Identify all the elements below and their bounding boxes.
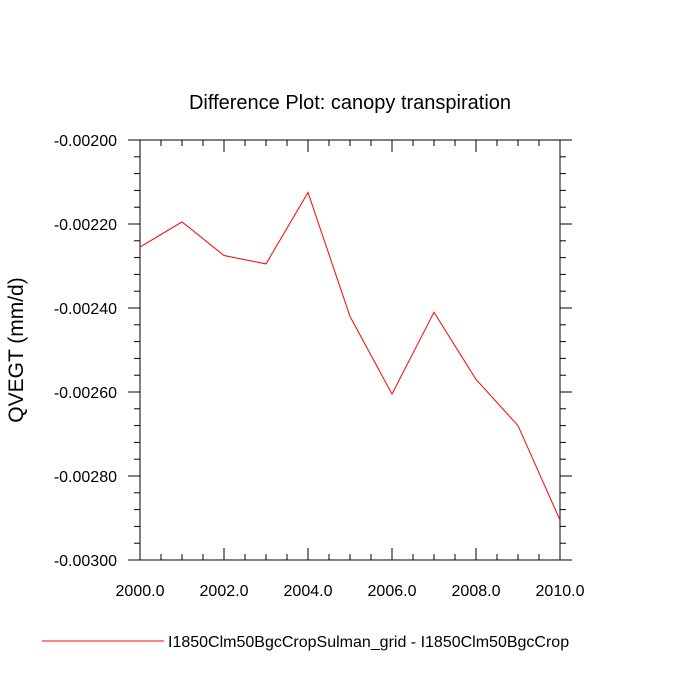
series-group: [139, 191, 561, 521]
x-tick-label: 2006.0: [368, 583, 417, 600]
x-tick-label: 2004.0: [284, 583, 333, 600]
y-tick-label: -0.00260: [54, 385, 117, 402]
chart-title: Difference Plot: canopy transpiration: [189, 92, 511, 114]
axis-tick-labels: 2000.0 2002.0 2004.0 2006.0 2008.0 2010.0 -0.0…: [54, 133, 585, 600]
y-tick-label: -0.00200: [54, 133, 117, 150]
legend-label: I1850Clm50BgcCropSulman_grid - I1850Clm5…: [168, 634, 569, 651]
y-tick-label: -0.00220: [54, 217, 117, 234]
y-axis-label: QVEGT (mm/d): [5, 277, 28, 422]
y-tick-label: -0.00240: [54, 301, 117, 318]
y-tick-label: -0.00300: [54, 553, 117, 570]
x-tick-label: 2000.0: [116, 583, 165, 600]
y-tick-label: -0.00280: [54, 469, 117, 486]
series-line: [139, 191, 561, 521]
x-tick-label: 2002.0: [200, 583, 249, 600]
axis-ticks: [128, 139, 572, 561]
x-tick-label: 2010.0: [536, 583, 585, 600]
plot-area-frame: [139, 139, 561, 561]
legend: I1850Clm50BgcCropSulman_grid - I1850Clm5…: [42, 634, 569, 651]
x-tick-label: 2008.0: [452, 583, 501, 600]
